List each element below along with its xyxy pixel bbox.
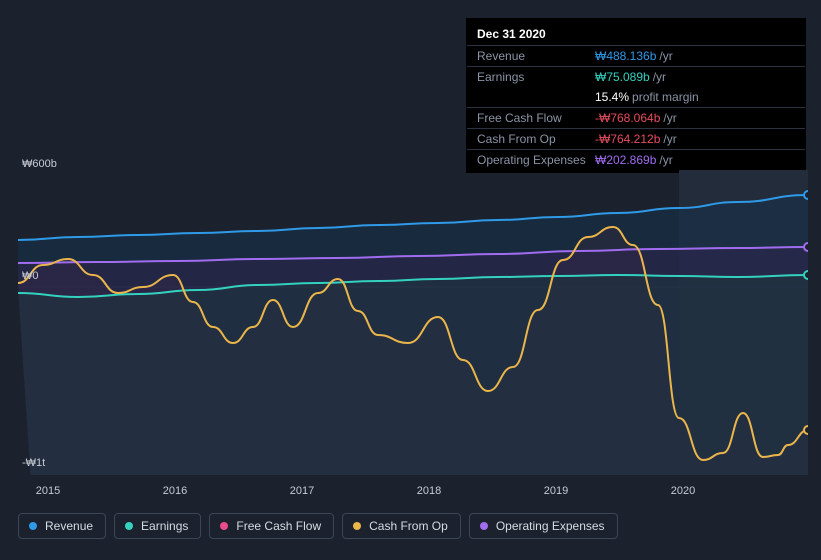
legend-label: Earnings [141, 519, 188, 533]
legend-label: Free Cash Flow [236, 519, 321, 533]
x-axis-tick: 2017 [290, 485, 314, 497]
tooltip-row-label [477, 89, 595, 105]
tooltip-row-label: Free Cash Flow [477, 110, 595, 126]
legend-swatch [125, 522, 133, 530]
tooltip-row-label: Cash From Op [477, 131, 595, 147]
tooltip-rows: Revenue₩488.136b/yrEarnings₩75.089b/yr15… [467, 45, 805, 170]
tooltip-row-label: Earnings [477, 69, 595, 85]
x-axis-tick: 2018 [417, 485, 441, 497]
chart-tooltip: Dec 31 2020 Revenue₩488.136b/yrEarnings₩… [466, 18, 806, 173]
tooltip-row-unit: /yr [653, 69, 666, 85]
x-axis-tick: 2015 [36, 485, 60, 497]
y-axis-tick: -₩1t [22, 457, 45, 469]
tooltip-row: 15.4%profit margin [467, 87, 805, 107]
tooltip-row-label: Revenue [477, 48, 595, 64]
tooltip-row: Earnings₩75.089b/yr [467, 66, 805, 87]
legend-label: Revenue [45, 519, 93, 533]
legend-item-revenue[interactable]: Revenue [18, 513, 106, 539]
tooltip-row: Revenue₩488.136b/yr [467, 45, 805, 66]
chart-legend: Revenue Earnings Free Cash Flow Cash From O… [18, 513, 618, 539]
tooltip-row-value: ₩488.136b [595, 48, 656, 64]
legend-label: Cash From Op [369, 519, 448, 533]
tooltip-row-unit: profit margin [632, 89, 699, 105]
x-axis-tick: 2019 [544, 485, 568, 497]
legend-swatch [480, 522, 488, 530]
legend-label: Operating Expenses [496, 519, 605, 533]
tooltip-row: Cash From Op-₩764.212b/yr [467, 128, 805, 149]
legend-swatch [353, 522, 361, 530]
legend-item-cash_op[interactable]: Cash From Op [342, 513, 461, 539]
tooltip-row-value: -₩764.212b [595, 131, 660, 147]
tooltip-date: Dec 31 2020 [467, 25, 805, 45]
tooltip-row: Free Cash Flow-₩768.064b/yr [467, 107, 805, 128]
y-axis-tick: ₩600b [22, 158, 57, 170]
tooltip-row-value: ₩75.089b [595, 69, 650, 85]
tooltip-row-unit: /yr [663, 110, 676, 126]
tooltip-row-value: 15.4% [595, 89, 629, 105]
legend-swatch [29, 522, 37, 530]
legend-item-earnings[interactable]: Earnings [114, 513, 201, 539]
tooltip-row-unit: /yr [659, 48, 672, 64]
x-axis-tick: 2020 [671, 485, 695, 497]
y-axis-tick: ₩0 [22, 270, 39, 282]
tooltip-row-value: -₩768.064b [595, 110, 660, 126]
legend-item-fcf[interactable]: Free Cash Flow [209, 513, 334, 539]
chart-plot[interactable] [18, 155, 808, 475]
legend-swatch [220, 522, 228, 530]
x-axis: 2015 2016 2017 2018 2019 2020 [18, 485, 808, 503]
legend-item-opex[interactable]: Operating Expenses [469, 513, 618, 539]
x-axis-tick: 2016 [163, 485, 187, 497]
tooltip-row-unit: /yr [663, 131, 676, 147]
